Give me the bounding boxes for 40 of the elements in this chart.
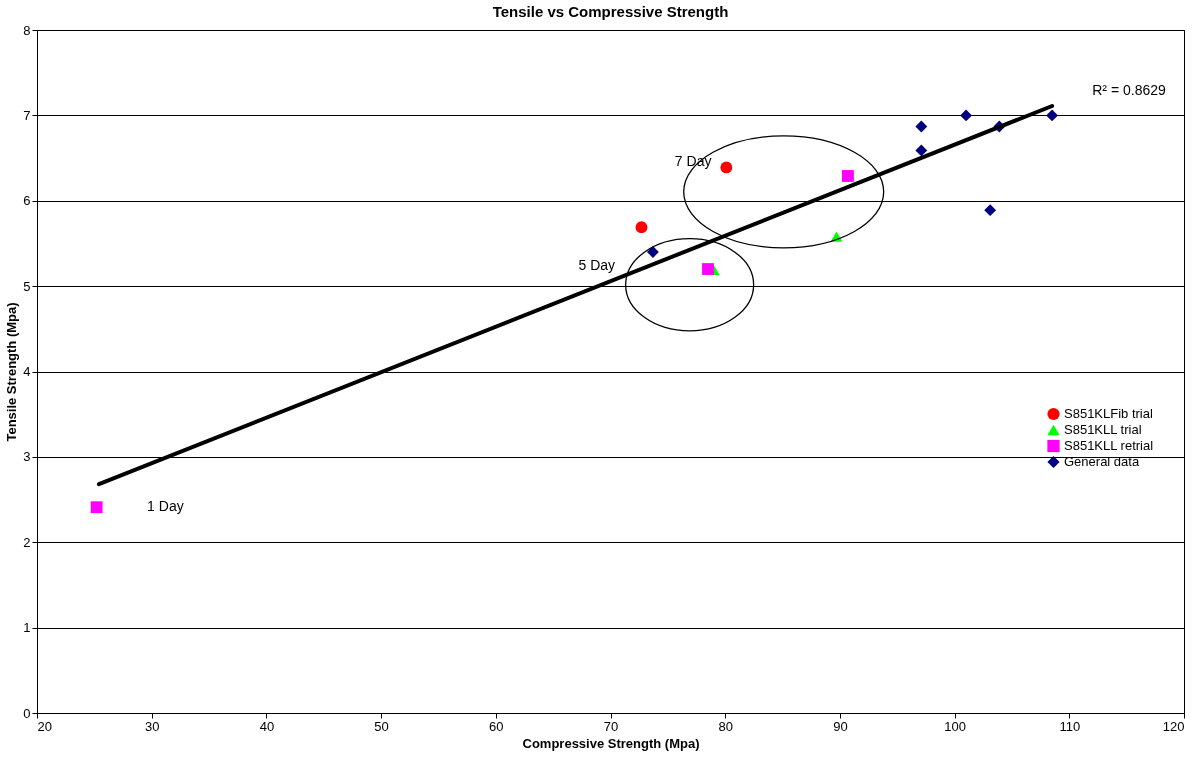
point <box>1046 109 1059 122</box>
y-tick-label: 5 <box>23 278 31 294</box>
point <box>842 170 854 182</box>
y-axis-title: Tensile Strength (Mpa) <box>4 302 20 442</box>
point <box>635 221 648 234</box>
x-tick-label: 80 <box>718 718 733 734</box>
point <box>984 204 997 217</box>
legend-label: S851KLL retrial <box>1064 438 1154 453</box>
x-axis-title: Compressive Strength (Mpa) <box>522 735 700 751</box>
x-tick-label: 60 <box>489 718 504 734</box>
annotation: R² = 0.8629 <box>1092 81 1166 98</box>
y-tick-label: 2 <box>23 534 31 550</box>
y-tick-label: 0 <box>23 705 31 721</box>
point <box>915 120 928 133</box>
chart-title: Tensile vs Compressive Strength <box>492 3 729 20</box>
y-tick-label: 8 <box>23 22 31 38</box>
x-tick-label: 30 <box>144 718 160 734</box>
point <box>702 263 714 275</box>
x-tick-label: 90 <box>833 718 848 734</box>
y-tick-label: 4 <box>23 364 31 379</box>
y-tick-label: 3 <box>23 449 31 465</box>
point <box>90 501 103 514</box>
x-tick-label: 100 <box>944 718 966 734</box>
y-tick-label: 7 <box>23 107 31 123</box>
y-tick-label: 1 <box>23 620 31 636</box>
annotation: 1 Day <box>147 497 184 514</box>
annotation: 5 Day <box>578 256 616 273</box>
x-tick-label: 20 <box>37 718 52 734</box>
legend-label: General data <box>1064 454 1140 469</box>
x-tick-label: 110 <box>1059 718 1081 734</box>
x-tick-label: 50 <box>374 718 389 734</box>
y-tick-label: 6 <box>23 193 31 209</box>
point <box>960 109 972 122</box>
x-tick-label: 120 <box>1162 718 1185 734</box>
x-tick-label: 70 <box>603 718 619 734</box>
legend-label: S851KLL trial <box>1064 422 1142 437</box>
x-tick-label: 40 <box>259 718 275 734</box>
point <box>720 161 733 174</box>
point <box>915 144 928 157</box>
legend-label: S851KLFib trial <box>1064 406 1153 421</box>
